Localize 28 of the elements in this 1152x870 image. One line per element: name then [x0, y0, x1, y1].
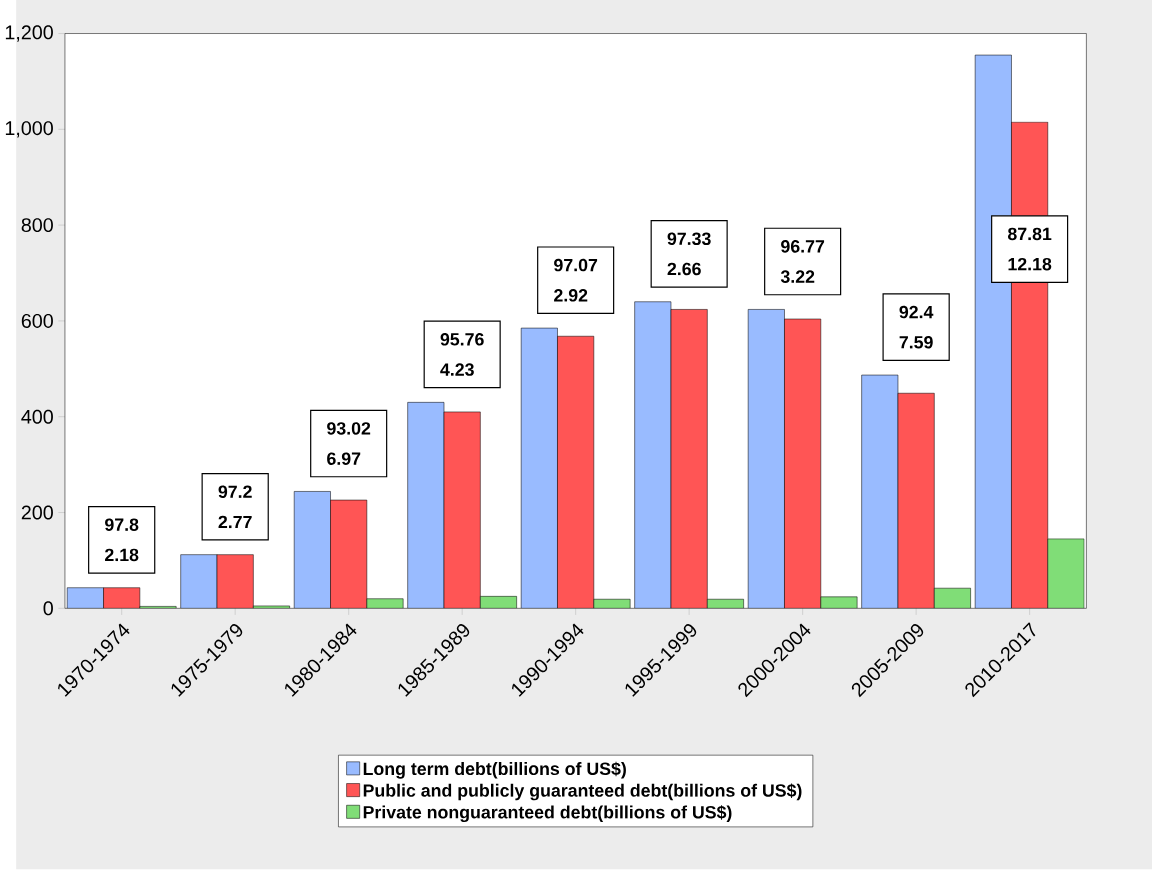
- legend-label: Public and publicly guaranteed debt(billions of US$): [363, 783, 802, 801]
- annotation: 2.66: [667, 262, 701, 276]
- annotation: 92.4: [899, 305, 934, 319]
- annotation: 2.92: [554, 289, 588, 302]
- annotation: 6.97: [327, 452, 361, 466]
- y-tick-label: 200: [21, 505, 53, 520]
- y-tick-label: 800: [21, 218, 53, 233]
- annotation: 3.22: [780, 270, 815, 284]
- annotation: 7.59: [899, 336, 933, 349]
- annotation: 97.33: [667, 232, 711, 246]
- annotation: 93.02: [327, 422, 371, 435]
- y-tick-label: 1,200: [5, 25, 53, 42]
- y-tick-label: 1,000: [5, 121, 53, 138]
- annotation: 4.23: [440, 363, 474, 377]
- annotation: 97.2: [218, 485, 252, 499]
- y-tick-label: 400: [21, 409, 53, 424]
- annotation: 87.81: [1007, 227, 1052, 241]
- annotation: 12.18: [1008, 258, 1052, 271]
- annotation: 97.07: [554, 259, 598, 272]
- annotation: 2.18: [105, 548, 139, 562]
- legend-label: Long term debt(billions of US$): [363, 761, 626, 779]
- annotation: 97.8: [105, 518, 139, 532]
- y-tick-label: 0: [43, 601, 53, 616]
- annotation: 95.76: [440, 333, 484, 346]
- y-tick-label: 600: [21, 314, 53, 329]
- legend-label: Private nonguaranteed debt(billions of US$): [363, 805, 732, 823]
- annotation: 96.77: [781, 240, 825, 253]
- annotation: 2.77: [218, 515, 252, 529]
